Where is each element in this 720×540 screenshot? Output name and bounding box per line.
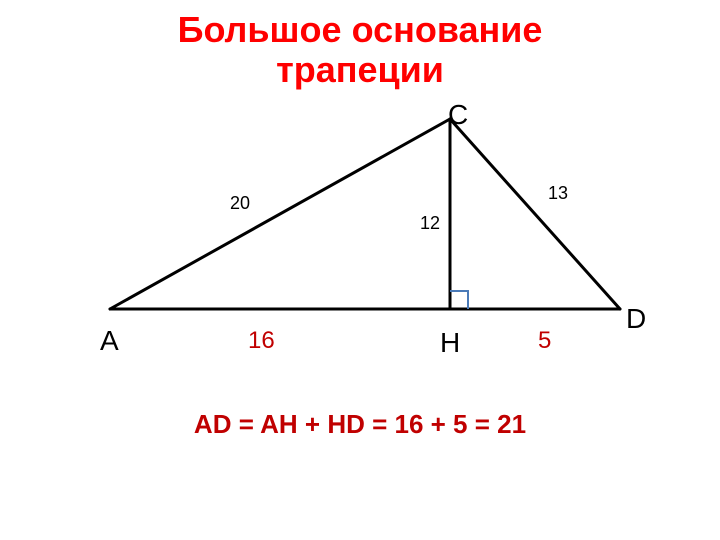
side-label-CD: 13 [548, 183, 568, 204]
vertex-label-C: C [448, 99, 468, 131]
equation-text: AD = AH + HD = 16 + 5 = 21 [0, 409, 720, 440]
page-title: Большое основание трапеции [0, 0, 720, 89]
vertex-label-H: H [440, 327, 460, 359]
triangle-diagram: A C D H 20 13 12 16 5 [0, 89, 720, 389]
title-line1: Большое основание [178, 9, 543, 50]
side-label-HD: 5 [538, 327, 551, 355]
side-label-AH: 16 [248, 327, 275, 355]
vertex-label-A: A [100, 325, 119, 357]
title-line2: трапеции [276, 49, 444, 90]
side-label-AC: 20 [230, 193, 250, 214]
side-label-CH: 12 [420, 213, 440, 234]
vertex-label-D: D [626, 303, 646, 335]
